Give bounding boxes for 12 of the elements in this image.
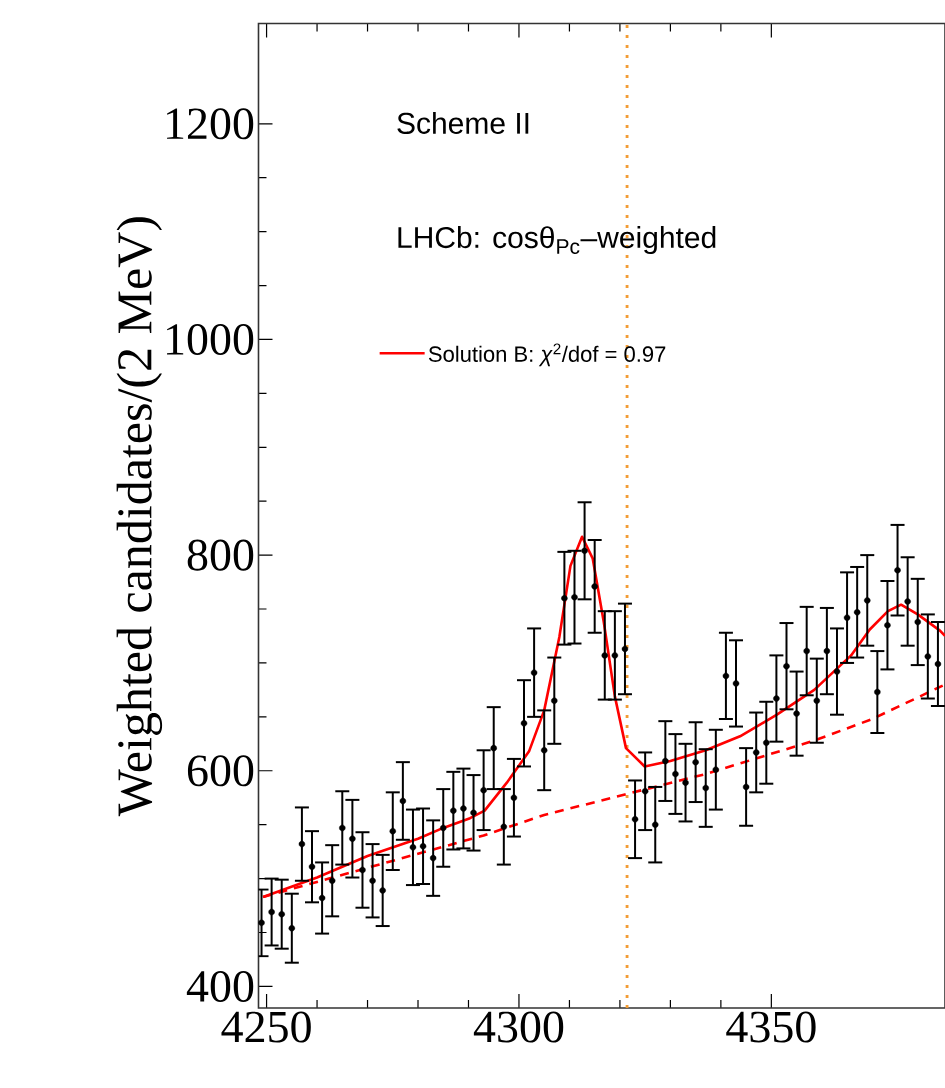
y-tick-label: 1000 <box>167 323 254 355</box>
x-tick-label: 4350 <box>726 1011 816 1043</box>
y-tick-label: 600 <box>187 755 254 787</box>
y-tick-label: 800 <box>187 539 254 571</box>
x-tick-label: 4250 <box>221 1011 311 1043</box>
y-tick-label: 400 <box>186 970 254 1002</box>
annotation: LHCb: cosθ$_{Pc}$–weighted <box>398 226 716 255</box>
legend-label: Solution B: χ$^{2}$/dof = 0.97 <box>428 343 666 367</box>
x-tick-label: 4300 <box>473 1011 564 1043</box>
annotation: Scheme II <box>397 111 529 134</box>
y-tick-label: 1200 <box>167 108 254 140</box>
y-axis-title: Weighted candidates/(2 MeV) <box>116 217 163 817</box>
